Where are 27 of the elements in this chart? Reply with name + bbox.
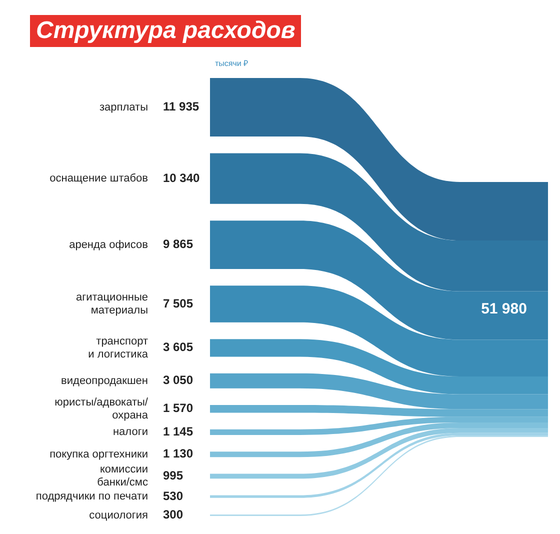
category-label: подрядчики по печати [36, 490, 148, 503]
category-label: видеопродакшен [61, 374, 148, 387]
data-label: 7 505 [163, 296, 194, 310]
text: тысячи ₽ [215, 59, 249, 68]
category-label: юристы/адвокаты/ охрана [54, 396, 149, 422]
category-label: покупка оргтехники [50, 448, 148, 460]
category-label: агитационные материалы [76, 292, 148, 317]
category-label: аренда офисов [69, 238, 148, 251]
category-label: зарплаты [100, 101, 148, 114]
data-label: 9 865 [163, 237, 194, 252]
data-label: 3 050 [163, 373, 194, 388]
text: Структура расходов [30, 15, 302, 47]
data-label: 1 145 [163, 424, 194, 438]
data-label: 1 130 [163, 446, 194, 461]
data-label: 10 340 [163, 170, 200, 185]
category-label: комиссии банки/смс [97, 464, 148, 489]
text: 51 980 [481, 300, 527, 318]
category-label: оснащение штабов [50, 172, 148, 185]
category-label: налоги [112, 426, 148, 438]
category-label: транспорт и логистика [88, 335, 149, 360]
data-label: 11 935 [163, 100, 200, 114]
data-label: 1 570 [163, 401, 194, 416]
data-label: 3 605 [163, 340, 194, 354]
data-label: 995 [163, 468, 184, 483]
data-label: 530 [163, 488, 184, 503]
data-label: 300 [163, 508, 184, 522]
category-label: социология [89, 509, 148, 522]
